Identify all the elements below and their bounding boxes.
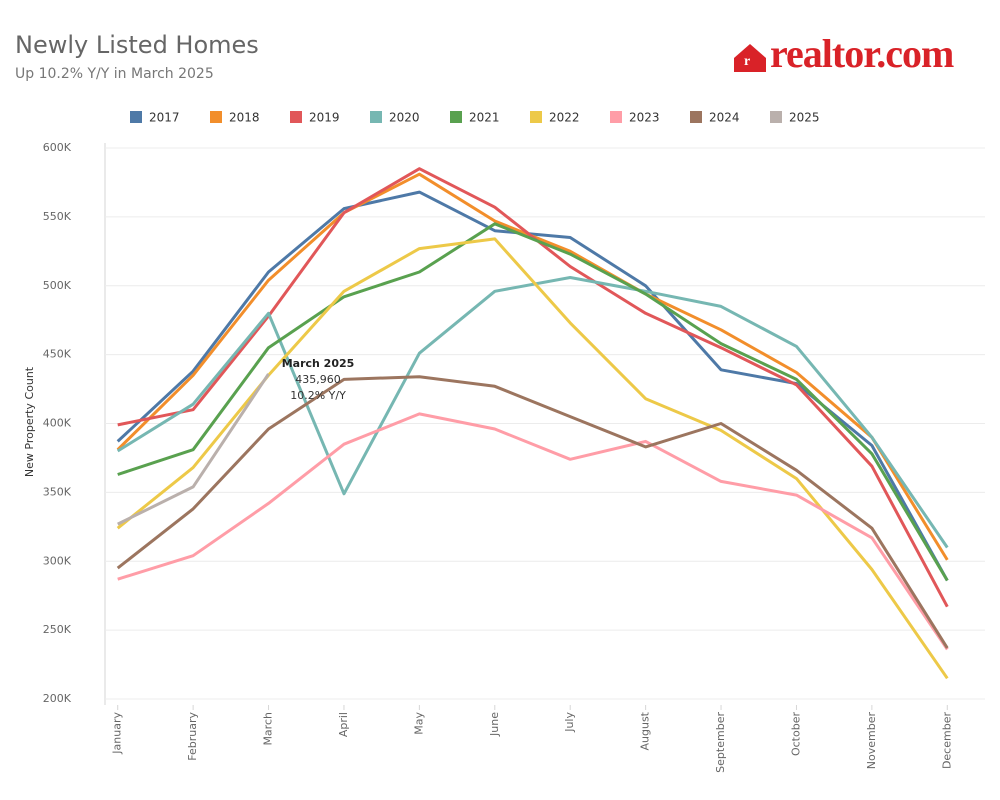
legend-label: 2024 bbox=[709, 111, 740, 125]
legend-label: 2019 bbox=[309, 111, 340, 125]
legend-label: 2023 bbox=[629, 111, 660, 125]
legend-swatch bbox=[370, 111, 382, 123]
x-tick-label: January bbox=[111, 712, 124, 755]
y-tick-label: 500K bbox=[43, 279, 72, 292]
series-line bbox=[116, 172, 949, 561]
legend-swatch bbox=[690, 111, 702, 123]
legend-label: 2020 bbox=[389, 111, 420, 125]
legend-swatch bbox=[210, 111, 222, 123]
legend-label: 2025 bbox=[789, 111, 820, 125]
series-line bbox=[117, 373, 270, 526]
x-tick-label: June bbox=[488, 712, 501, 737]
x-tick-label: September bbox=[714, 712, 727, 773]
x-tick-label: February bbox=[186, 712, 199, 761]
x-tick-label: October bbox=[789, 712, 802, 756]
legend-swatch bbox=[530, 111, 542, 123]
legend-label: 2021 bbox=[469, 111, 500, 125]
y-tick-label: 450K bbox=[43, 348, 72, 361]
series-line bbox=[117, 412, 949, 651]
x-tick-label: November bbox=[865, 712, 878, 770]
legend-swatch bbox=[290, 111, 302, 123]
y-tick-label: 350K bbox=[43, 485, 72, 498]
x-tick-label: July bbox=[563, 712, 576, 733]
x-tick-label: August bbox=[639, 711, 652, 750]
y-tick-label: 200K bbox=[43, 692, 72, 705]
annotation: 10.2% Y/Y bbox=[290, 389, 346, 402]
y-tick-label: 300K bbox=[43, 554, 72, 567]
legend-label: 2022 bbox=[549, 111, 580, 125]
y-tick-label: 250K bbox=[43, 623, 72, 636]
brand-icon-letter: r bbox=[744, 54, 750, 69]
annotation: March 2025 bbox=[282, 357, 355, 370]
brand-icon: r bbox=[734, 44, 766, 72]
x-tick-label: December bbox=[940, 712, 953, 770]
x-tick-label: May bbox=[412, 712, 425, 735]
y-tick-label: 600K bbox=[43, 141, 72, 154]
series-line bbox=[117, 167, 949, 608]
brand-logo: realtor.com bbox=[770, 31, 954, 76]
legend-swatch bbox=[770, 111, 782, 123]
legend-label: 2017 bbox=[149, 111, 180, 125]
y-axis-label: New Property Count bbox=[23, 366, 36, 477]
series-line bbox=[117, 222, 949, 582]
legend-swatch bbox=[130, 111, 142, 123]
x-tick-label: April bbox=[337, 712, 350, 737]
series-line bbox=[116, 375, 949, 649]
legend-label: 2018 bbox=[229, 111, 260, 125]
annotation: 435,960 bbox=[295, 373, 341, 386]
legend-swatch bbox=[450, 111, 462, 123]
chart-subtitle: Up 10.2% Y/Y in March 2025 bbox=[15, 66, 214, 82]
x-tick-label: March bbox=[262, 712, 275, 746]
chart-title: Newly Listed Homes bbox=[15, 31, 259, 59]
y-tick-label: 400K bbox=[43, 417, 72, 430]
series-line bbox=[116, 276, 949, 549]
y-tick-label: 550K bbox=[43, 210, 72, 223]
legend-swatch bbox=[610, 111, 622, 123]
series-line bbox=[116, 190, 949, 582]
